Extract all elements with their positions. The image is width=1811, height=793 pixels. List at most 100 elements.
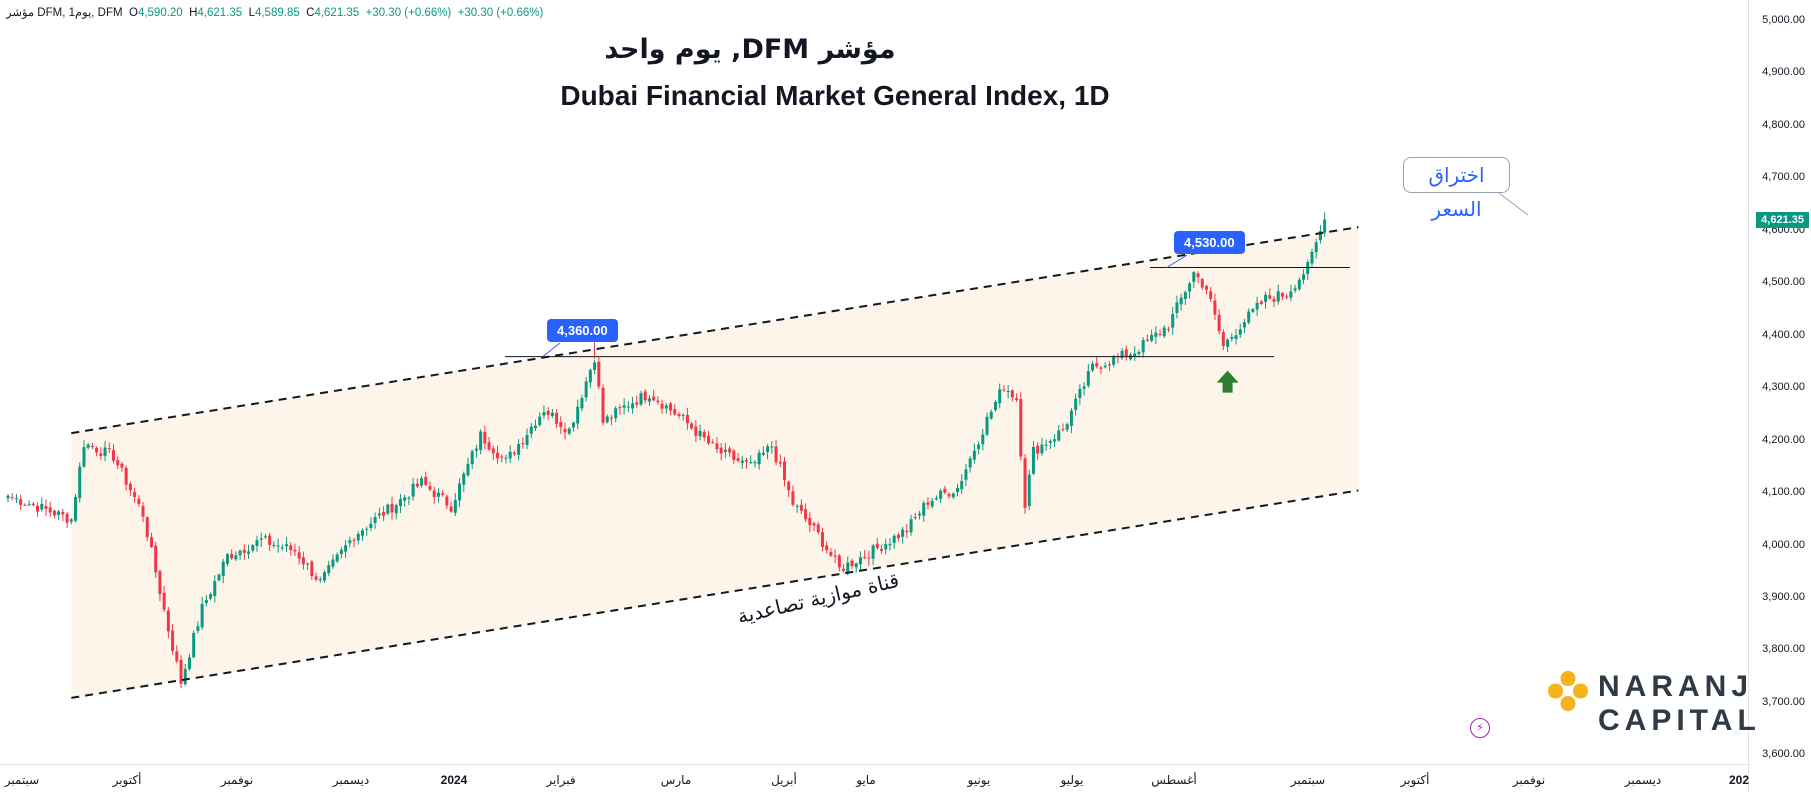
candle-body bbox=[782, 461, 786, 480]
candle-body bbox=[698, 430, 702, 437]
candle-body bbox=[466, 463, 470, 476]
candle-body bbox=[559, 421, 563, 427]
candle-body bbox=[989, 411, 993, 419]
candle-body bbox=[875, 543, 879, 548]
candle-body bbox=[609, 417, 613, 419]
candle-body bbox=[213, 581, 217, 597]
time-axis[interactable]: سبتمبر أكتوبر نوفمبر ديسمبر 2024 فبراير مارس أب… bbox=[0, 764, 1749, 793]
symbol-code: DFM bbox=[37, 7, 63, 19]
candle-body bbox=[1091, 363, 1095, 371]
candle-body bbox=[538, 416, 542, 425]
candle-body bbox=[420, 478, 424, 486]
time-tick-label: ديسمبر bbox=[332, 773, 370, 787]
level-label-4360[interactable]: 4,360.00 bbox=[547, 319, 618, 342]
change-value-secondary: +30.30 (+0.66%) bbox=[457, 7, 544, 19]
candle-body bbox=[356, 533, 360, 541]
candle-body bbox=[1031, 447, 1035, 474]
candle-body bbox=[1209, 291, 1213, 300]
candle-body bbox=[382, 511, 386, 516]
candle-body bbox=[956, 487, 959, 493]
candle-body bbox=[1192, 272, 1196, 282]
candle-body bbox=[276, 545, 280, 547]
candle-body bbox=[981, 434, 985, 445]
candle-body bbox=[360, 530, 364, 536]
candle-body bbox=[757, 452, 761, 465]
candle-body bbox=[483, 431, 487, 444]
candle-body bbox=[1318, 231, 1322, 241]
candle-body bbox=[669, 403, 673, 411]
lightning-icon[interactable]: ⚡ bbox=[1470, 718, 1490, 738]
candle-body bbox=[327, 565, 331, 574]
price-tick-label: 3,600.00 bbox=[1762, 748, 1805, 761]
candle-body bbox=[702, 431, 706, 438]
open-label: O bbox=[128, 7, 138, 19]
candle-body bbox=[808, 517, 812, 526]
candle-body bbox=[525, 434, 529, 445]
ohlc-legend[interactable]: مؤشر DFM, يوم1, DFM O4,590.20 H4,621.35 … bbox=[6, 7, 544, 19]
candle-body bbox=[964, 469, 968, 480]
candle-body bbox=[998, 389, 1002, 404]
candle-body bbox=[1179, 297, 1183, 305]
candle-body bbox=[1297, 279, 1301, 290]
candle-body bbox=[888, 543, 892, 546]
candle-body bbox=[926, 502, 930, 505]
candle-body bbox=[86, 444, 90, 448]
candle-body bbox=[310, 561, 314, 576]
candle-body bbox=[605, 416, 609, 423]
candle-body bbox=[344, 545, 348, 552]
candle-body bbox=[1200, 279, 1204, 288]
candle-body bbox=[1086, 371, 1090, 386]
candle-body bbox=[850, 560, 854, 567]
candle-body bbox=[774, 446, 778, 463]
candle-body bbox=[588, 369, 592, 383]
candle-body bbox=[1221, 332, 1225, 346]
candle-body bbox=[918, 513, 922, 516]
candle-body bbox=[694, 426, 698, 436]
candle-body bbox=[272, 544, 276, 546]
channel-upper-line bbox=[71, 226, 1359, 435]
candle-body bbox=[1251, 309, 1255, 312]
time-tick-label: نوفمبر bbox=[1512, 773, 1546, 787]
candle-body bbox=[238, 550, 242, 556]
candle-body bbox=[339, 549, 343, 555]
candle-body bbox=[268, 535, 272, 545]
logo-wordmark: NARANJ CAPITAL bbox=[1598, 670, 1761, 738]
candle-body bbox=[221, 561, 225, 576]
candle-body bbox=[175, 651, 179, 662]
candle-body bbox=[301, 557, 305, 565]
last-price-tag: 4,621.35 bbox=[1756, 212, 1809, 228]
candle-body bbox=[1107, 364, 1111, 366]
time-tick-label: 2024 bbox=[440, 773, 468, 787]
candle-body bbox=[1272, 298, 1276, 302]
breakout-callout[interactable]: اختراق السعر bbox=[1403, 157, 1510, 221]
candle-body bbox=[6, 495, 10, 499]
candle-body bbox=[82, 447, 86, 467]
candle-body bbox=[251, 545, 255, 551]
candle-body bbox=[1255, 302, 1259, 310]
candle-body bbox=[48, 507, 52, 513]
candle-body bbox=[867, 557, 871, 559]
candle-body bbox=[500, 456, 504, 458]
candle-body bbox=[57, 511, 61, 515]
candle-body bbox=[601, 387, 605, 423]
candle-body bbox=[631, 403, 635, 409]
candle-body bbox=[449, 506, 453, 512]
candle-body bbox=[348, 540, 352, 544]
candle-body bbox=[1082, 386, 1086, 389]
candle-body bbox=[947, 494, 951, 497]
candle-body bbox=[255, 540, 259, 546]
time-tick-label: 202 bbox=[1728, 773, 1750, 787]
level-label-4530[interactable]: 4,530.00 bbox=[1174, 231, 1245, 254]
candle-body bbox=[571, 422, 575, 428]
candle-body bbox=[200, 604, 204, 628]
price-axis[interactable]: 5,000.00 4,900.00 4,800.00 4,700.00 4,600.00… bbox=[1748, 0, 1811, 792]
time-tick-label: يونيو bbox=[967, 773, 991, 787]
candle-body bbox=[1167, 328, 1170, 330]
candle-body bbox=[837, 555, 841, 568]
candle-body bbox=[95, 447, 99, 453]
candle-body bbox=[770, 446, 774, 448]
candle-body bbox=[78, 466, 82, 499]
candle-body bbox=[306, 563, 310, 565]
candle-body bbox=[761, 452, 765, 455]
